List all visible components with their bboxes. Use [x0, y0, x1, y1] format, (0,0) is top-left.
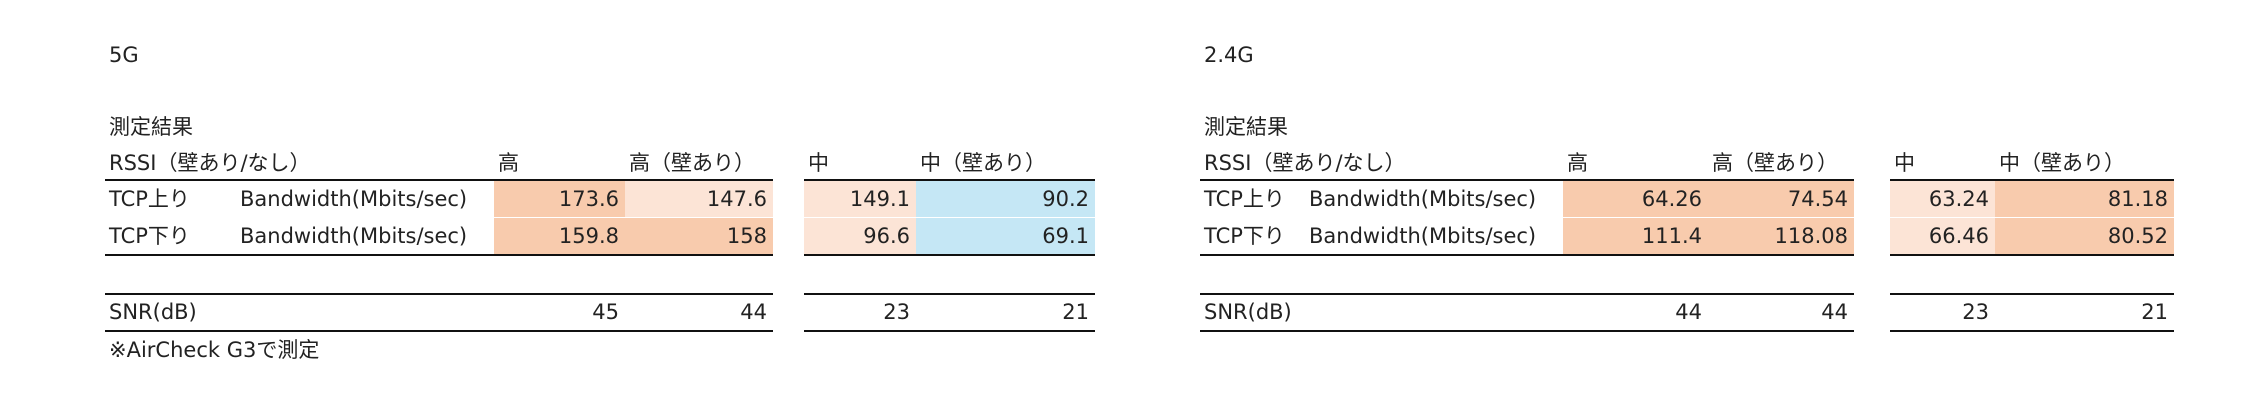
cell-fill [916, 181, 1095, 217]
metric-label: Bandwidth(Mbits/sec) [1309, 224, 1537, 248]
snr-value: 21 [1062, 300, 1089, 324]
header-cell: 高（壁あり） [1712, 151, 1838, 175]
row-label: TCP上り [1204, 187, 1285, 211]
cell-fill [1708, 181, 1854, 217]
cell-fill [804, 181, 916, 217]
rule [804, 330, 1095, 332]
footnote: ※AirCheck G3で測定 [109, 338, 320, 362]
value-cell: 64.26 [1641, 187, 1702, 211]
row-label: TCP上り [109, 187, 190, 211]
cell-fill [1995, 181, 2174, 217]
cell-fill [1563, 181, 1708, 217]
value-cell: 80.52 [2107, 224, 2168, 248]
value-cell: 90.2 [1042, 187, 1089, 211]
value-cell: 66.46 [1928, 224, 1989, 248]
value-cell: 81.18 [2107, 187, 2168, 211]
rule [1200, 254, 1854, 256]
header-cell: 高 [498, 151, 519, 175]
header-cell: RSSI（壁あり/なし） [109, 151, 311, 175]
caption: 測定結果 [1204, 115, 1288, 139]
panel-title: 5G [109, 43, 139, 67]
metric-label: Bandwidth(Mbits/sec) [1309, 187, 1537, 211]
rule [1890, 179, 2174, 181]
rule [105, 293, 773, 295]
value-cell: 147.6 [706, 187, 767, 211]
value-cell: 96.6 [863, 224, 910, 248]
value-cell: 158 [726, 224, 767, 248]
header-cell: RSSI（壁あり/なし） [1204, 151, 1406, 175]
cell-fill [1563, 218, 1708, 254]
row-label: TCP下り [1204, 224, 1285, 248]
metric-label: Bandwidth(Mbits/sec) [240, 224, 468, 248]
value-cell: 173.6 [558, 187, 619, 211]
header-cell: 中（壁あり） [920, 151, 1046, 175]
snr-value: 44 [1675, 300, 1702, 324]
snr-label: SNR(dB) [1204, 300, 1292, 324]
value-cell: 111.4 [1641, 224, 1702, 248]
cell-fill [804, 218, 916, 254]
cell-fill [1890, 218, 1995, 254]
header-cell: 高（壁あり） [629, 151, 755, 175]
rule [105, 254, 773, 256]
rule [804, 293, 1095, 295]
header-cell: 高 [1567, 151, 1588, 175]
panel-title: 2.4G [1204, 43, 1254, 67]
snr-value: 45 [592, 300, 619, 324]
rule [804, 179, 1095, 181]
rule [1890, 254, 2174, 256]
rule [804, 254, 1095, 256]
header-cell: 中 [808, 151, 829, 175]
caption: 測定結果 [109, 115, 193, 139]
cell-fill [625, 218, 773, 254]
header-cell: 中（壁あり） [1999, 151, 2125, 175]
value-cell: 159.8 [558, 224, 619, 248]
snr-value: 23 [883, 300, 910, 324]
rule [1200, 293, 1854, 295]
snr-value: 44 [740, 300, 767, 324]
value-cell: 74.54 [1787, 187, 1848, 211]
cell-fill [494, 181, 625, 217]
rule [105, 179, 773, 181]
rule [105, 330, 773, 332]
metric-label: Bandwidth(Mbits/sec) [240, 187, 468, 211]
cell-fill [916, 218, 1095, 254]
rule [1890, 293, 2174, 295]
snr-value: 23 [1962, 300, 1989, 324]
rule [1200, 330, 1854, 332]
snr-label: SNR(dB) [109, 300, 197, 324]
rule [1200, 179, 1854, 181]
snr-value: 44 [1821, 300, 1848, 324]
value-cell: 149.1 [849, 187, 910, 211]
cell-fill [1890, 181, 1995, 217]
cell-fill [1995, 218, 2174, 254]
cell-fill [1708, 218, 1854, 254]
row-label: TCP下り [109, 224, 190, 248]
value-cell: 118.08 [1774, 224, 1848, 248]
rule [1890, 330, 2174, 332]
cell-fill [625, 181, 773, 217]
value-cell: 69.1 [1042, 224, 1089, 248]
snr-value: 21 [2141, 300, 2168, 324]
value-cell: 63.24 [1928, 187, 1989, 211]
header-cell: 中 [1894, 151, 1915, 175]
cell-fill [494, 218, 625, 254]
